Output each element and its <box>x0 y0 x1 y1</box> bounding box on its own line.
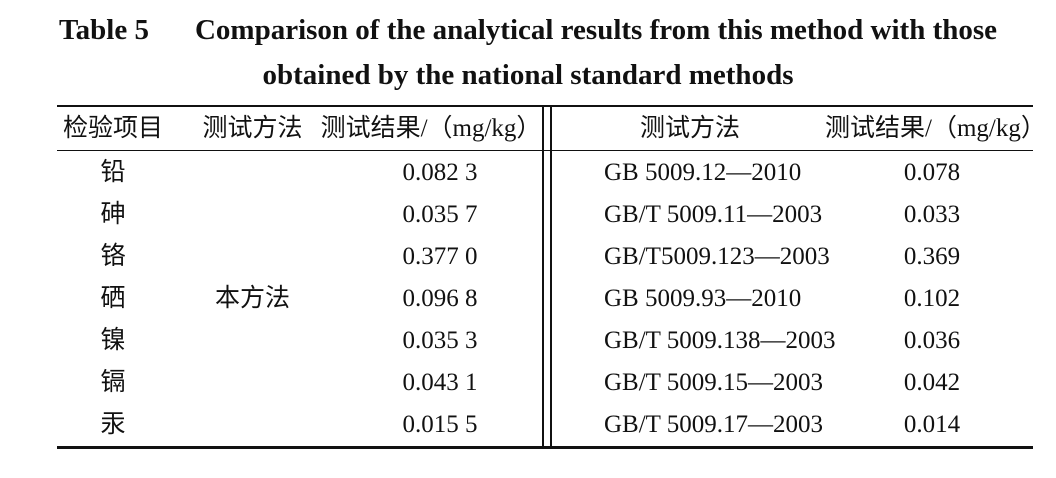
table-label: Table 5 <box>58 14 149 46</box>
result-cell: 0.043 1 <box>402 369 478 396</box>
header-cell: 检验项目 <box>62 115 163 142</box>
item-cell: 镉 <box>100 369 126 396</box>
result-cell: 0.102 <box>903 285 961 312</box>
standard-cell: GB/T 5009.11—2003 <box>604 201 823 228</box>
item-cell: 硒 <box>100 285 126 312</box>
standard-cell: GB 5009.93—2010 <box>604 285 802 312</box>
divider <box>550 106 552 447</box>
result-cell: 0.036 <box>903 327 961 354</box>
item-cell: 汞 <box>100 411 126 438</box>
standard-cell: GB/T 5009.17—2003 <box>604 411 823 438</box>
result-cell: 0.042 <box>903 369 961 396</box>
result-cell: 0.015 5 <box>402 411 478 438</box>
top-rule <box>57 105 1033 107</box>
result-cell: 0.369 <box>903 243 961 270</box>
result-cell: 0.035 3 <box>402 327 478 354</box>
header-cell: 测试方法 <box>202 115 303 142</box>
header-cell: 测试结果/（mg/kg） <box>825 115 1046 142</box>
result-cell: 0.096 8 <box>402 285 478 312</box>
title-text: Comparison of the analytical results fro… <box>194 14 998 91</box>
result-cell: 0.014 <box>903 411 961 438</box>
item-cell: 铅 <box>100 159 126 186</box>
header-cell: 测试结果/（mg/kg） <box>320 115 542 142</box>
table-title: Table 5 Comparison of the analytical resu… <box>40 8 1016 98</box>
item-cell: 砷 <box>100 201 126 228</box>
divider <box>542 106 544 447</box>
header-cell: 测试方法 <box>639 115 740 142</box>
item-cell: 铬 <box>100 243 126 270</box>
standard-cell: GB/T5009.123—2003 <box>604 243 830 270</box>
header-rule <box>57 150 1033 151</box>
result-cell: 0.082 3 <box>402 159 478 186</box>
result-cell: 0.033 <box>903 201 961 228</box>
method-cell: 本方法 <box>214 285 290 312</box>
result-cell: 0.035 7 <box>402 201 478 228</box>
result-cell: 0.377 0 <box>402 243 478 270</box>
standard-cell: GB/T 5009.15—2003 <box>604 369 823 396</box>
bottom-rule <box>57 446 1033 449</box>
result-cell: 0.078 <box>903 159 961 186</box>
standard-cell: GB 5009.12—2010 <box>604 159 802 186</box>
standard-cell: GB/T 5009.138—2003 <box>604 327 836 354</box>
item-cell: 镍 <box>100 327 126 354</box>
